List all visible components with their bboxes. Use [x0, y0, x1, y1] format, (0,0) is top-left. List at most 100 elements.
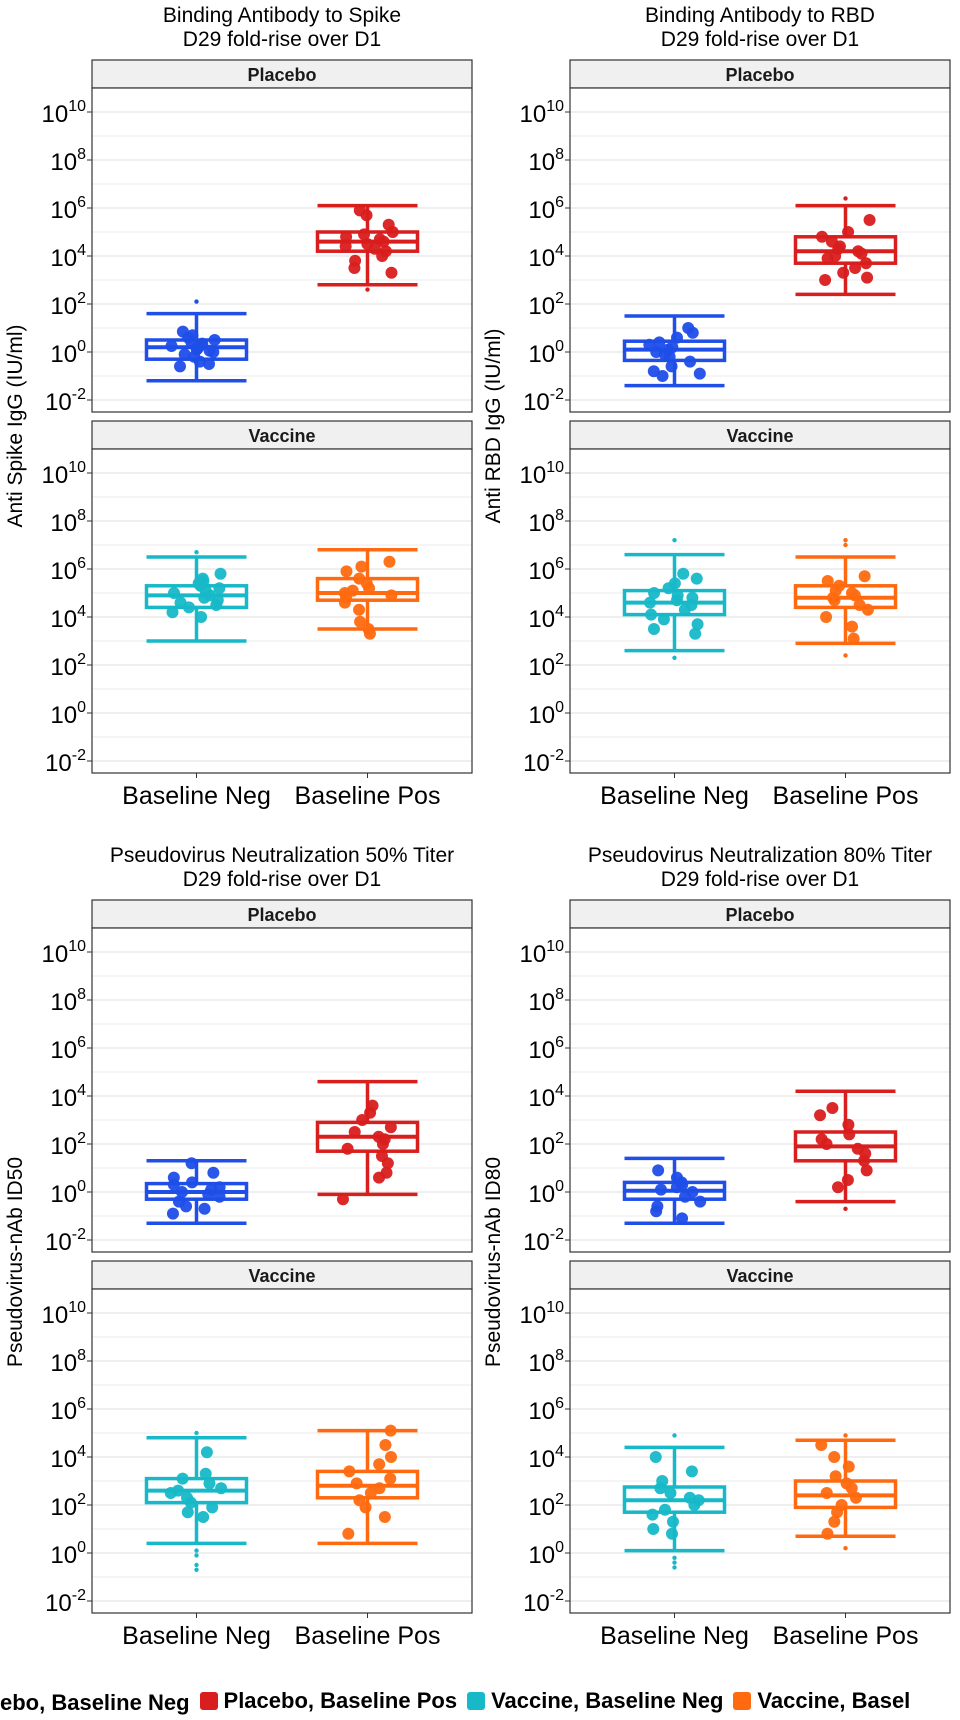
legend-item: Placebo, Baseline Pos — [199, 1688, 457, 1714]
y-tick-label: 100 — [528, 1178, 564, 1208]
data-point — [167, 1171, 180, 1184]
y-tick-label: 104 — [50, 1082, 86, 1112]
data-point — [644, 596, 657, 609]
data-point — [656, 370, 669, 382]
data-point — [656, 1475, 669, 1487]
data-point — [207, 1166, 220, 1179]
data-point — [647, 623, 660, 635]
facet-strip — [91, 1260, 473, 1290]
y-tick-label: 102 — [50, 1130, 86, 1160]
data-point — [343, 1465, 356, 1478]
y-tick-label: 10-2 — [45, 386, 86, 416]
panel-placebo: Placebo 10-2 100 102 104 106 108 1010 — [520, 59, 951, 416]
y-tick-label: 102 — [528, 290, 564, 320]
data-point — [690, 572, 703, 585]
facet-strip — [91, 899, 473, 929]
facet-strip-label: Vaccine — [726, 1266, 793, 1286]
box-baseline-pos — [793, 196, 898, 297]
data-point — [176, 325, 189, 338]
data-point — [670, 1171, 683, 1184]
panel-border — [569, 87, 951, 413]
data-point — [658, 1503, 671, 1516]
data-point — [816, 230, 829, 243]
y-tick-label: 108 — [50, 986, 86, 1016]
data-point — [654, 1183, 667, 1196]
data-point — [353, 1494, 366, 1507]
data-point — [385, 266, 398, 279]
data-point — [691, 618, 704, 631]
data-point — [353, 603, 366, 616]
panel-vaccine: Vaccine 10-2 100 102 104 106 108 1010 Baseline N… — [520, 420, 951, 810]
data-point — [213, 582, 226, 595]
y-tick-label: 104 — [528, 1443, 564, 1473]
legend-key — [733, 1692, 752, 1710]
data-point — [373, 1458, 386, 1471]
data-point — [852, 245, 865, 258]
box-baseline-neg — [144, 299, 249, 383]
data-point — [340, 230, 353, 243]
facet-strip — [569, 899, 951, 929]
data-point — [366, 1099, 379, 1112]
data-point — [375, 1150, 388, 1162]
y-tick-label: 106 — [528, 194, 564, 224]
data-point — [174, 360, 187, 373]
data-point — [843, 1128, 856, 1141]
y-tick-label: 104 — [50, 1443, 86, 1473]
data-point — [849, 262, 862, 274]
data-point — [346, 584, 359, 597]
outlier-point — [194, 1430, 199, 1436]
data-point — [196, 572, 209, 585]
data-point — [828, 1451, 841, 1463]
y-tick-label: 106 — [50, 1034, 86, 1064]
data-point — [354, 615, 367, 628]
box-baseline-neg — [622, 1156, 727, 1225]
data-point — [353, 204, 366, 217]
data-point — [342, 1527, 355, 1540]
data-point — [837, 266, 850, 279]
data-point — [647, 365, 660, 378]
y-tick-label: 10-2 — [45, 1226, 86, 1256]
data-point — [383, 555, 396, 568]
data-point — [686, 591, 699, 604]
data-point — [842, 1460, 855, 1473]
y-tick-label: 102 — [528, 1130, 564, 1160]
data-point — [689, 627, 702, 640]
y-tick-label: 106 — [50, 1395, 86, 1425]
outlier-point — [672, 538, 677, 543]
x-tick-label: Baseline Pos — [295, 1622, 441, 1650]
y-tick-label: 104 — [528, 242, 564, 272]
data-point — [166, 606, 179, 619]
facet-strip-label: Placebo — [725, 905, 794, 925]
data-point — [643, 338, 656, 351]
data-point — [693, 367, 706, 380]
data-point — [186, 1176, 199, 1189]
data-point — [382, 218, 395, 231]
panel-border — [91, 927, 473, 1253]
chart-3: Pseudovirus Neutralization 50% TiterD29 … — [4, 844, 473, 1650]
outlier-point — [672, 1555, 677, 1561]
y-axis-label: Anti Spike IgG (IU/ml) — [4, 324, 27, 527]
data-point — [676, 1212, 689, 1225]
chart-subtitle: D29 fold-rise over D1 — [661, 868, 859, 891]
data-point — [860, 1164, 873, 1177]
outlier-point — [843, 542, 848, 548]
panel-border — [91, 87, 473, 413]
data-point — [195, 611, 208, 623]
plot-area — [92, 928, 472, 1252]
outlier-point — [843, 1546, 848, 1551]
data-point — [206, 1501, 219, 1514]
data-point — [666, 1515, 679, 1528]
y-tick-label: 104 — [50, 242, 86, 272]
data-point — [657, 613, 670, 626]
data-point — [814, 1109, 827, 1122]
data-point — [380, 1166, 393, 1179]
x-tick-label: Baseline Neg — [600, 1622, 749, 1650]
facet-strip-label: Vaccine — [726, 426, 793, 446]
y-tick-label: 100 — [528, 1539, 564, 1569]
data-point — [213, 1181, 226, 1194]
box-baseline-pos — [315, 1079, 420, 1206]
facet-strip — [91, 420, 473, 450]
data-point — [202, 358, 215, 370]
data-point — [828, 1515, 841, 1528]
